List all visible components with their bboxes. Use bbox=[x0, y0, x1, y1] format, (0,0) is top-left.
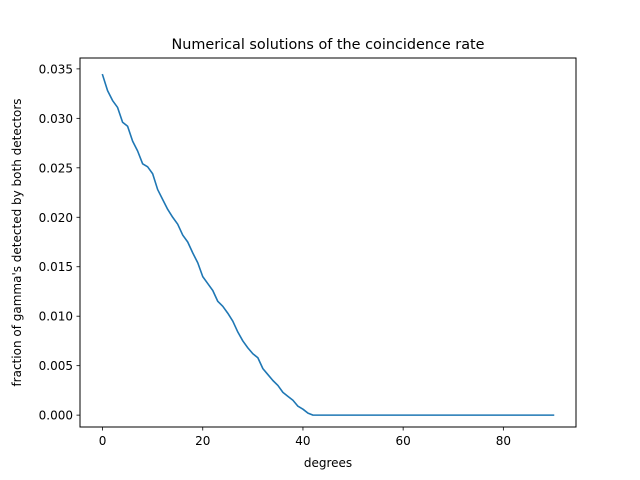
x-tick-label: 20 bbox=[195, 434, 210, 448]
y-tick-label: 0.030 bbox=[39, 112, 73, 126]
y-axis-ticks: 0.000 0.005 0.010 0.015 0.020 0.025 0.030 0.035 bbox=[39, 62, 80, 423]
x-tick-label: 60 bbox=[396, 434, 411, 448]
y-tick-label: 0.005 bbox=[39, 359, 73, 373]
x-tick-label: 80 bbox=[496, 434, 511, 448]
y-tick-label: 0.020 bbox=[39, 211, 73, 225]
plot-frame bbox=[79, 57, 577, 428]
y-tick-label: 0.035 bbox=[39, 62, 73, 76]
chart-title: Numerical solutions of the coincidence r… bbox=[171, 37, 484, 53]
y-tick-label: 0.000 bbox=[39, 409, 73, 423]
y-tick-label: 0.025 bbox=[39, 161, 73, 175]
x-axis-label: degrees bbox=[304, 456, 352, 470]
x-tick-label: 40 bbox=[295, 434, 310, 448]
x-tick-label: 0 bbox=[99, 434, 107, 448]
series-line bbox=[101, 73, 555, 416]
y-tick-label: 0.010 bbox=[39, 310, 73, 324]
x-axis-ticks: 0 20 40 60 80 bbox=[99, 427, 511, 448]
y-axis-label: fraction of gamma's detected by both det… bbox=[10, 98, 24, 386]
y-tick-label: 0.015 bbox=[39, 260, 73, 274]
